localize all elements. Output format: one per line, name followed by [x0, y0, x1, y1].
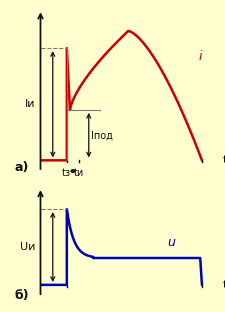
Text: б): б) — [14, 289, 29, 302]
Text: Iпод: Iпод — [91, 130, 113, 140]
Text: t: t — [223, 155, 225, 165]
Text: Uи: Uи — [20, 242, 35, 252]
Text: Iи: Iи — [25, 99, 35, 109]
Text: i: i — [198, 50, 202, 63]
Text: u: u — [167, 236, 175, 249]
Text: tи: tи — [74, 168, 84, 178]
Text: tз: tз — [62, 168, 71, 178]
Text: t: t — [223, 280, 225, 290]
Text: а): а) — [14, 161, 29, 174]
